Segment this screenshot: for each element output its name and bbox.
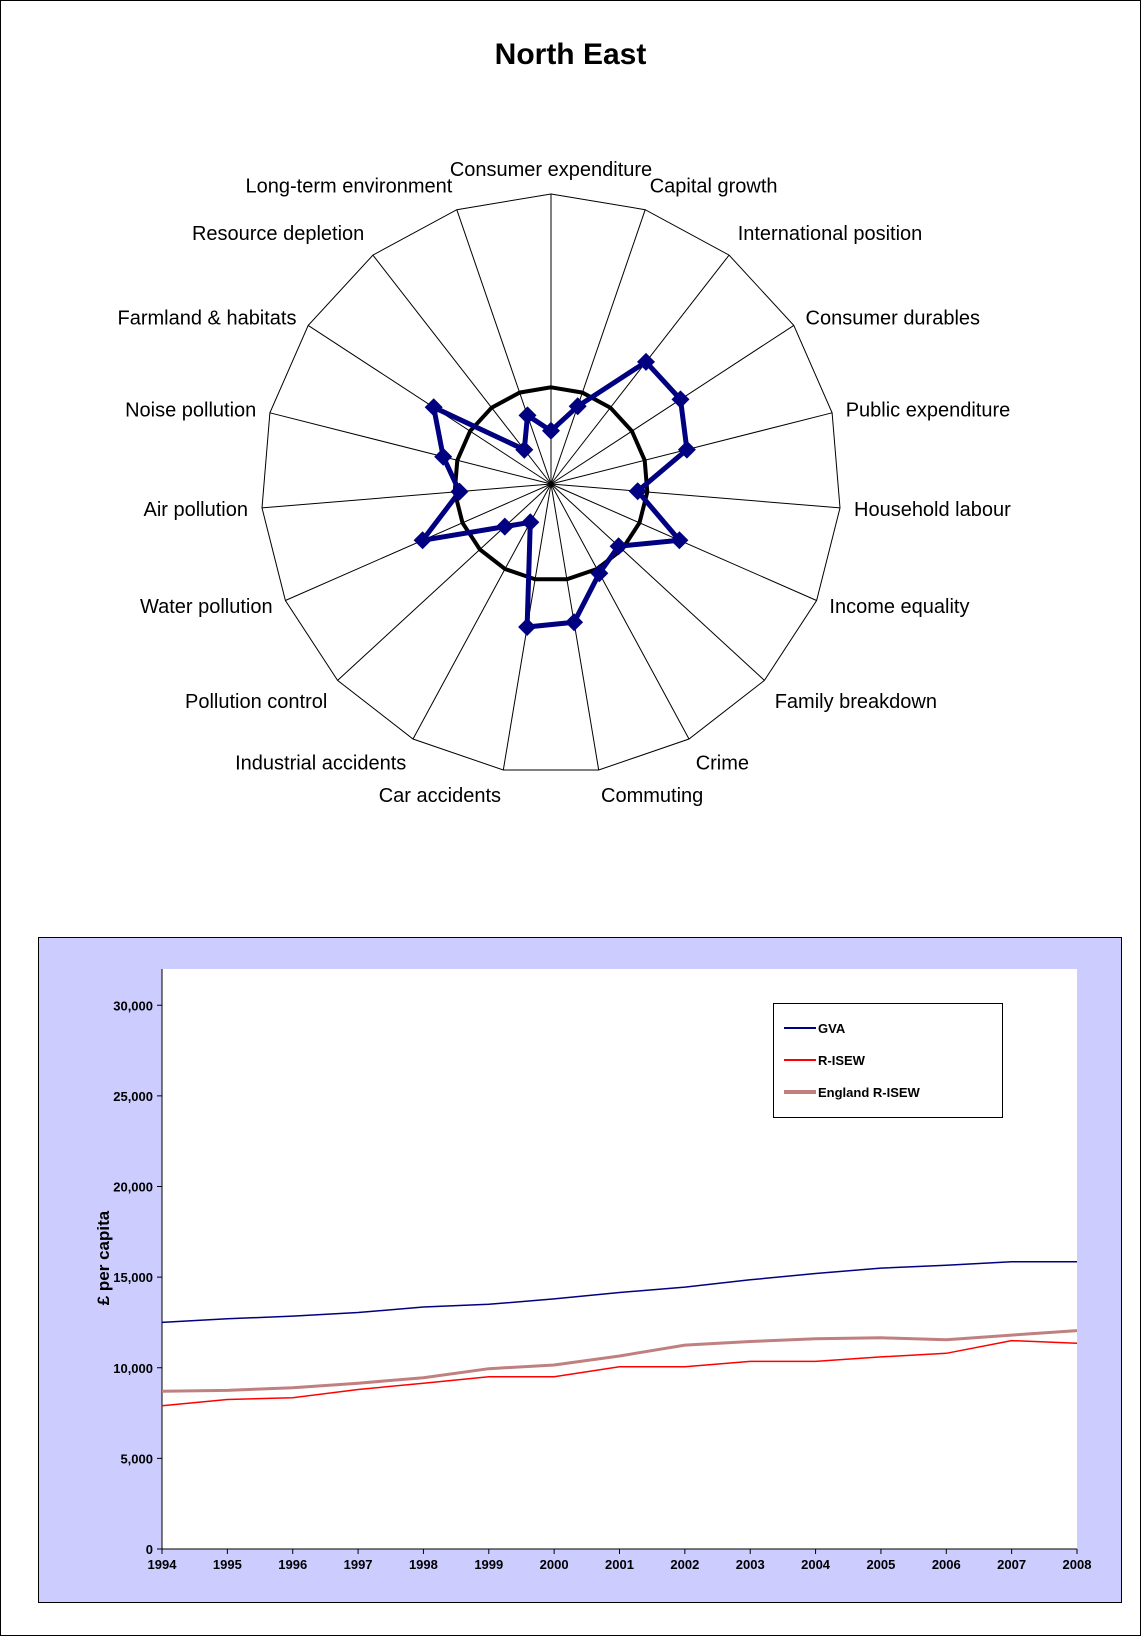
y-tick-label-30000: 30,000 <box>113 998 153 1013</box>
radar-axis-label-consumer-expenditure: Consumer expenditure <box>450 159 652 181</box>
radar-title: North East <box>494 38 647 71</box>
x-tick-label-1998: 1998 <box>409 1557 438 1572</box>
radar-point-farmland-and-habitats <box>424 398 443 417</box>
legend-label-england-r-isew: England R-ISEW <box>818 1084 920 1100</box>
radar-point-international-position <box>637 352 655 371</box>
radar-point-crime <box>590 564 609 583</box>
radar-point-water-pollution <box>413 531 432 550</box>
x-tick-label-1995: 1995 <box>213 1557 242 1572</box>
radar-axis-label-water-pollution: Water pollution <box>140 596 273 618</box>
x-tick-label-1997: 1997 <box>344 1557 373 1572</box>
radar-axis-label-car-accidents: Car accidents <box>379 785 501 807</box>
series-line-r-isew <box>161 1339 1078 1407</box>
legend: GVA R-ISEW England R-ISEW <box>773 1003 1003 1118</box>
radar-point-consumer-expenditure <box>542 421 560 440</box>
radar-point-industrial-accidents <box>521 513 540 532</box>
line-chart-panel: 0 5,000 10,000 15,000 20,000 25,000 30,000 1994… <box>38 937 1122 1603</box>
y-axis-label: £ per capita <box>94 1210 113 1305</box>
radar-point-commuting <box>565 613 584 632</box>
radar-point-household-labour <box>628 482 647 501</box>
radar-axis-label-consumer-durables: Consumer durables <box>806 308 981 330</box>
legend-label-gva: GVA <box>818 1020 846 1036</box>
radar-axis-label-income-equality: Income equality <box>829 596 969 618</box>
radar-axis-label-public-expenditure: Public expenditure <box>846 399 1011 421</box>
radar-reference-polygon <box>452 385 650 582</box>
radar-series-line <box>420 359 690 630</box>
x-tick-label-1999: 1999 <box>474 1557 503 1572</box>
radar-axis-label-farmland-and-habitats: Farmland & habitats <box>118 308 297 330</box>
radar-point-income-equality <box>670 531 689 550</box>
y-tick-label-10000: 10,000 <box>113 1361 153 1376</box>
radar-spoke-international-position <box>550 254 730 485</box>
x-tick-label-1996: 1996 <box>278 1557 307 1572</box>
radar-axis-label-air-pollution: Air pollution <box>143 499 248 521</box>
radar-grid <box>261 193 841 771</box>
radar-point-air-pollution <box>450 482 469 501</box>
radar-axis-label-crime: Crime <box>696 752 749 774</box>
legend-swatch-r-isew <box>784 1059 816 1061</box>
radar-point-long-term-environment <box>518 406 537 425</box>
y-tick-label-20000: 20,000 <box>113 1180 153 1195</box>
radar-spoke-crime <box>550 483 690 740</box>
x-tick-label-2004: 2004 <box>801 1557 831 1572</box>
x-tick-label-2003: 2003 <box>736 1557 765 1572</box>
radar-point-car-accidents <box>518 618 537 636</box>
x-tick-label-2008: 2008 <box>1063 1557 1092 1572</box>
series-line-gva <box>161 1260 1077 1324</box>
series-line-england-r-isew <box>161 1329 1078 1393</box>
radar-axis-label-long-term-environment: Long-term environment <box>246 176 453 198</box>
radar-point-consumer-durables <box>671 390 690 409</box>
radar-spoke-noise-pollution <box>269 412 552 485</box>
radar-axis-label-noise-pollution: Noise pollution <box>125 399 256 421</box>
x-tick-label-2005: 2005 <box>866 1557 895 1572</box>
legend-item-r-isew: R-ISEW <box>784 1044 992 1076</box>
radar-outer-ring <box>261 193 841 771</box>
legend-item-england-r-isew: England R-ISEW <box>784 1076 992 1108</box>
radar-axis-label-international-position: International position <box>738 223 923 245</box>
radar-series <box>413 352 696 636</box>
radar-point-pollution-control <box>495 517 514 536</box>
radar-point-public-expenditure <box>677 440 696 459</box>
x-tick-label-1994: 1994 <box>148 1557 178 1572</box>
radar-point-capital-growth <box>568 397 587 416</box>
legend-swatch-gva <box>784 1027 816 1029</box>
radar-spoke-consumer-durables <box>550 324 795 485</box>
line-axes: 0 5,000 10,000 15,000 20,000 25,000 30,000 1994… <box>113 969 1091 1572</box>
radar-axis-label-resource-depletion: Resource depletion <box>192 223 364 245</box>
radar-axis-label-household-labour: Household labour <box>854 499 1011 521</box>
radar-point-resource-depletion <box>515 440 534 459</box>
legend-label-r-isew: R-ISEW <box>818 1052 865 1068</box>
radar-spoke-pollution-control <box>337 483 552 681</box>
x-tick-label-2001: 2001 <box>605 1557 634 1572</box>
radar-axis-label-commuting: Commuting <box>601 785 703 807</box>
radar-spoke-family-breakdown <box>550 483 765 681</box>
radar-reference-ring <box>452 385 650 582</box>
x-tick-label-2006: 2006 <box>932 1557 961 1572</box>
y-tick-label-0: 0 <box>146 1542 153 1557</box>
radar-spoke-air-pollution <box>261 483 552 509</box>
radar-point-family-breakdown <box>609 537 628 556</box>
x-tick-label-2007: 2007 <box>997 1557 1026 1572</box>
legend-swatch-england-r-isew <box>784 1090 816 1094</box>
radar-spoke-capital-growth <box>550 209 646 485</box>
radar-spoke-household-labour <box>550 483 841 509</box>
y-tick-label-5000: 5,000 <box>120 1451 153 1466</box>
radar-point-noise-pollution <box>434 447 453 466</box>
radar-axis-label-pollution-control: Pollution control <box>185 691 327 713</box>
y-tick-label-25000: 25,000 <box>113 1089 153 1104</box>
radar-axis-label-family-breakdown: Family breakdown <box>775 691 937 713</box>
x-tick-label-2000: 2000 <box>540 1557 569 1572</box>
legend-item-gva: GVA <box>784 1012 992 1044</box>
radar-axis-label-capital-growth: Capital growth <box>650 176 778 198</box>
radar-spoke-long-term-environment <box>456 209 552 485</box>
x-tick-label-2002: 2002 <box>670 1557 699 1572</box>
line-series <box>161 1260 1078 1407</box>
y-tick-label-15000: 15,000 <box>113 1270 153 1285</box>
radar-axis-label-industrial-accidents: Industrial accidents <box>235 752 406 774</box>
